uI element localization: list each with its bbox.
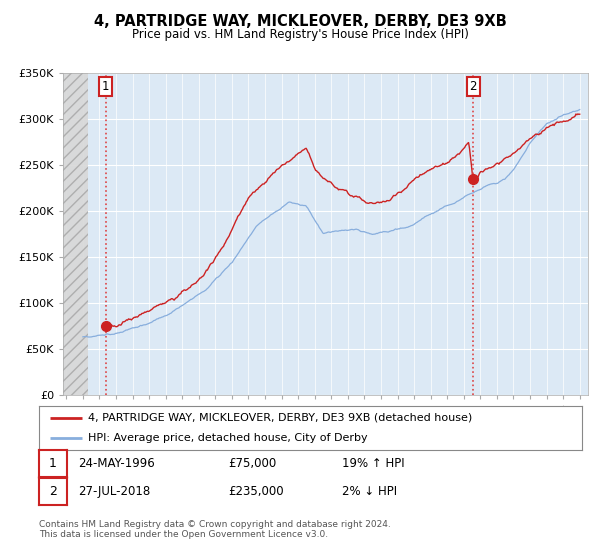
Text: 24-MAY-1996: 24-MAY-1996 [78, 457, 155, 470]
Text: £235,000: £235,000 [228, 485, 284, 498]
Text: 4, PARTRIDGE WAY, MICKLEOVER, DERBY, DE3 9XB (detached house): 4, PARTRIDGE WAY, MICKLEOVER, DERBY, DE3… [88, 413, 472, 423]
Text: Price paid vs. HM Land Registry's House Price Index (HPI): Price paid vs. HM Land Registry's House … [131, 28, 469, 41]
Text: 27-JUL-2018: 27-JUL-2018 [78, 485, 150, 498]
Bar [63, 73, 88, 395]
Text: 2% ↓ HPI: 2% ↓ HPI [342, 485, 397, 498]
Text: 2: 2 [49, 485, 57, 498]
Text: 2: 2 [469, 80, 477, 93]
Text: £75,000: £75,000 [228, 457, 276, 470]
Text: Contains HM Land Registry data © Crown copyright and database right 2024.
This d: Contains HM Land Registry data © Crown c… [39, 520, 391, 539]
Text: 1: 1 [102, 80, 109, 93]
Text: 4, PARTRIDGE WAY, MICKLEOVER, DERBY, DE3 9XB: 4, PARTRIDGE WAY, MICKLEOVER, DERBY, DE3… [94, 14, 506, 29]
Text: 19% ↑ HPI: 19% ↑ HPI [342, 457, 404, 470]
Text: HPI: Average price, detached house, City of Derby: HPI: Average price, detached house, City… [88, 433, 367, 443]
Text: 1: 1 [49, 457, 57, 470]
